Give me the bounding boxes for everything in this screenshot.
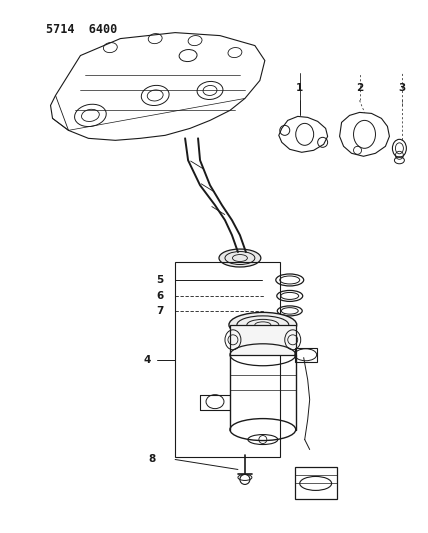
Text: 5714  6400: 5714 6400 xyxy=(45,22,117,36)
Ellipse shape xyxy=(229,312,297,337)
Text: 1: 1 xyxy=(296,84,303,93)
Bar xyxy=(295,348,317,362)
Text: 7: 7 xyxy=(157,306,164,316)
Text: 4: 4 xyxy=(143,355,151,365)
Text: 2: 2 xyxy=(356,84,363,93)
Ellipse shape xyxy=(219,249,261,267)
Bar xyxy=(230,325,296,355)
Text: 3: 3 xyxy=(399,84,406,93)
Text: 6: 6 xyxy=(157,291,164,301)
Bar xyxy=(175,262,280,456)
Text: 5: 5 xyxy=(157,275,164,285)
Text: 8: 8 xyxy=(149,455,156,464)
Bar xyxy=(295,467,336,499)
